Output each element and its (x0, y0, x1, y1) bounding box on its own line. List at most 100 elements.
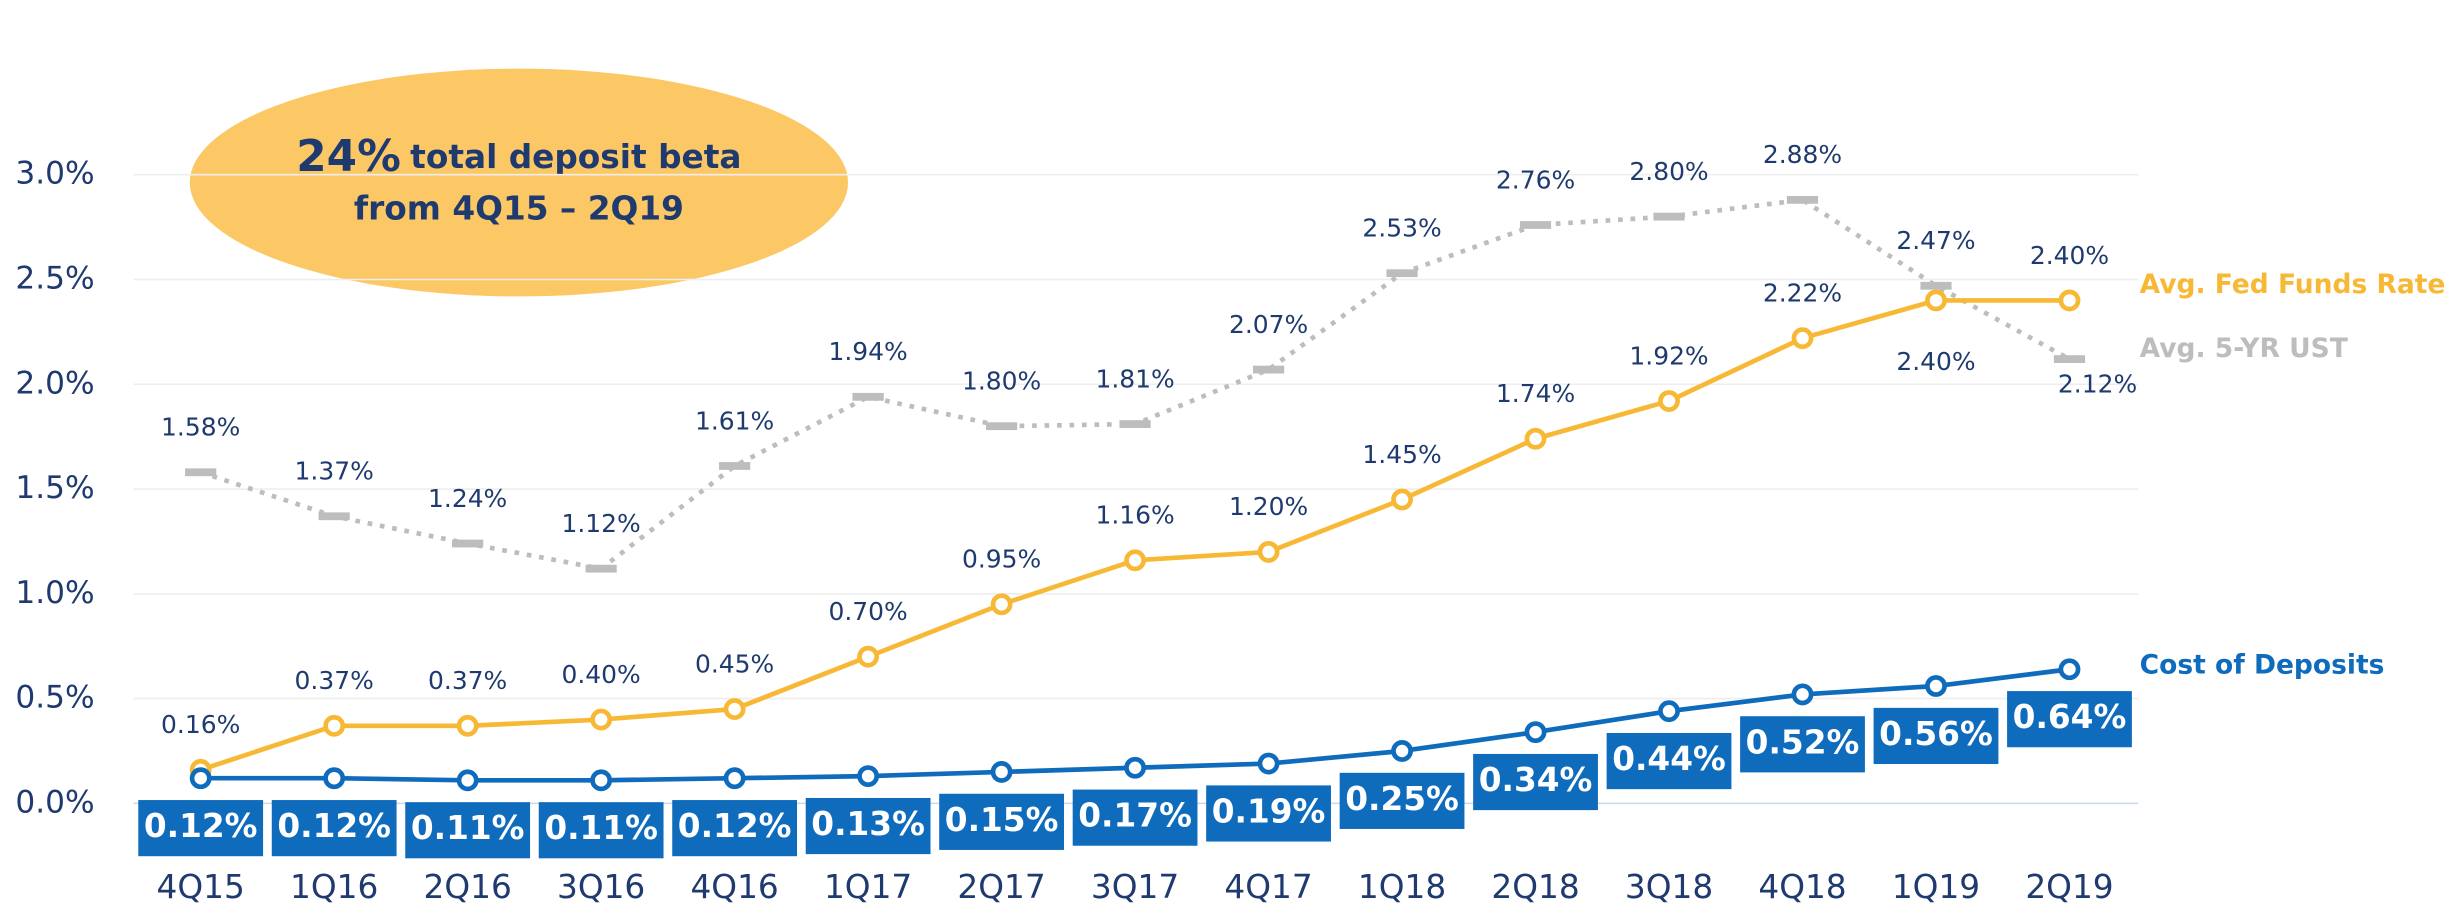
label-box (1606, 733, 1732, 790)
data-label: 0.19% (1212, 792, 1326, 830)
point-marker (1391, 740, 1413, 762)
point-marker (1791, 327, 1814, 350)
data-label: 1.94% (828, 337, 907, 366)
x-tick-label: 4Q15 (157, 868, 245, 906)
point-marker (990, 761, 1013, 783)
data-label: 2.47% (1896, 226, 1975, 255)
data-label: 1.12% (562, 509, 641, 538)
data-label: 1.74% (1496, 379, 1575, 408)
y-tick-label: 0.5% (15, 680, 94, 716)
data-label: 0.12% (144, 807, 258, 845)
point-marker (1791, 683, 1814, 706)
data-label: 0.44% (1612, 740, 1726, 778)
x-tick-label: 3Q17 (1091, 868, 1179, 906)
x-tick-label: 3Q16 (557, 868, 645, 906)
point-marker (990, 593, 1013, 616)
label-box (538, 802, 664, 859)
data-label: 0.15% (945, 801, 1059, 839)
label-box (1072, 789, 1198, 846)
x-tick-label: 1Q18 (1358, 868, 1446, 906)
data-label: 2.40% (1896, 347, 1975, 376)
legend-label: Avg. Fed Funds Rate (2140, 269, 2446, 300)
point-marker (1524, 721, 1547, 744)
data-label: 0.56% (1879, 715, 1993, 753)
point-marker (456, 769, 479, 792)
point-marker (318, 512, 350, 521)
data-label: 0.17% (1078, 797, 1192, 835)
data-label: 1.24% (428, 484, 507, 513)
point-marker (985, 422, 1018, 431)
label-box (271, 800, 397, 857)
legend-label: Cost of Deposits (2140, 650, 2385, 681)
data-label: 2.80% (1629, 157, 1708, 186)
annotation-bubble (189, 68, 849, 297)
data-label: 0.40% (562, 660, 641, 689)
data-label: 1.61% (695, 406, 774, 435)
point-marker (1925, 289, 1947, 312)
x-tick-label: 2Q18 (1491, 868, 1579, 906)
point-marker (185, 468, 217, 477)
data-label: 0.13% (811, 805, 925, 843)
x-tick-label: 1Q19 (1892, 868, 1980, 906)
x-tick-label: 2Q19 (2025, 868, 2113, 906)
data-label: 0.52% (1746, 723, 1860, 761)
data-label: 0.37% (428, 666, 507, 695)
data-label: 0.12% (678, 807, 792, 845)
data-label: 1.16% (1095, 501, 1174, 530)
data-label: 0.12% (277, 807, 391, 845)
label-box (1873, 707, 1999, 765)
x-tick-label: 1Q16 (290, 868, 378, 906)
annotation: 24% total deposit beta (296, 131, 741, 182)
data-label: 2.40% (2030, 241, 2109, 270)
data-label: 0.95% (962, 545, 1041, 574)
data-label: 0.16% (161, 710, 240, 739)
point-marker (1119, 420, 1151, 428)
point-marker (1391, 488, 1413, 511)
data-label: 0.45% (695, 649, 774, 678)
label-box (1740, 716, 1865, 773)
point-marker (1252, 365, 1285, 374)
label-box (1473, 753, 1598, 811)
point-marker (1925, 675, 1947, 697)
label-box (672, 800, 798, 857)
data-label: 0.34% (1479, 761, 1593, 799)
point-marker (452, 539, 484, 548)
y-tick-label: 1.5% (15, 470, 94, 506)
data-label: 2.53% (1362, 214, 1441, 243)
y-tick-label: 1.0% (15, 575, 94, 611)
point-marker (1786, 195, 1819, 204)
y-tick-label: 3.0% (15, 156, 94, 192)
data-label: 0.11% (544, 809, 658, 847)
label-box (939, 793, 1064, 850)
data-label: 2.07% (1229, 310, 1308, 339)
x-tick-label: 4Q16 (690, 868, 778, 906)
y-tick-label: 2.0% (15, 365, 94, 401)
point-marker (585, 564, 617, 573)
data-label: 2.12% (2058, 370, 2137, 399)
y-tick-label: 2.5% (15, 260, 94, 296)
point-marker (1653, 212, 1685, 221)
data-label: 0.25% (1345, 780, 1459, 818)
data-label: 1.37% (295, 457, 374, 486)
annotation-highlight: 24% (296, 131, 401, 182)
data-label: 2.22% (1763, 278, 1842, 307)
label-box (2007, 691, 2132, 748)
data-label: 0.70% (828, 597, 907, 626)
point-marker (852, 392, 884, 401)
x-tick-label: 4Q18 (1758, 868, 1846, 906)
point-marker (323, 767, 346, 790)
label-box (405, 802, 531, 859)
point-marker (1257, 752, 1280, 775)
point-marker (2053, 355, 2086, 364)
data-label: 1.81% (1095, 364, 1174, 393)
point-marker (857, 765, 880, 788)
data-label: 1.45% (1362, 440, 1441, 469)
x-tick-label: 2Q16 (424, 868, 512, 906)
point-marker (1386, 269, 1418, 278)
point-marker (719, 462, 751, 470)
data-label: 1.92% (1629, 341, 1708, 370)
data-label: 2.88% (1763, 140, 1842, 169)
point-marker (1658, 700, 1680, 723)
data-label: 1.80% (962, 366, 1041, 395)
